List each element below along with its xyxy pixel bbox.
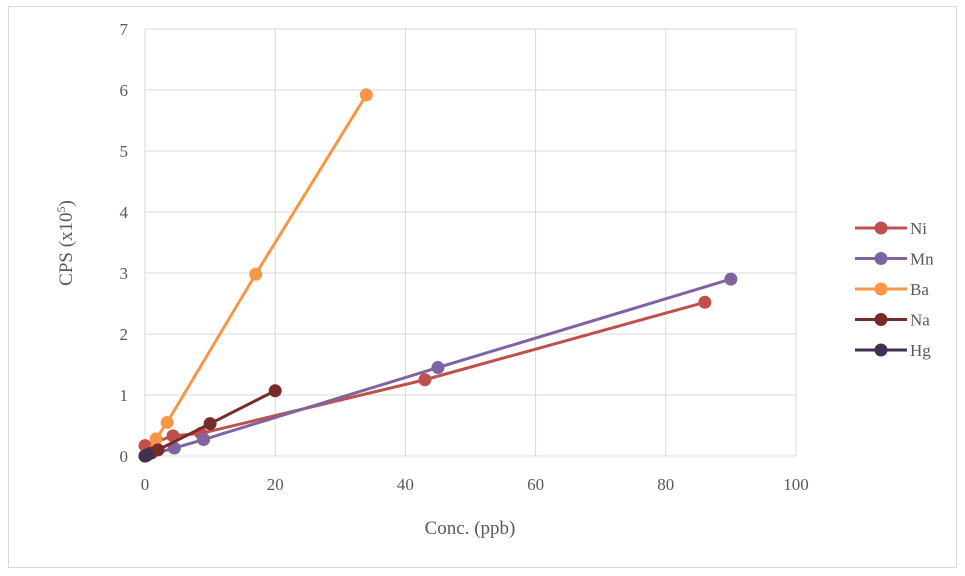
x-tick-label: 0 [141,475,150,494]
data-point-ni [698,295,712,309]
y-tick-label: 4 [120,203,129,222]
data-point-ba [249,267,263,281]
data-point-na [151,443,165,457]
legend-label-ni: Ni [910,219,927,238]
x-tick-label: 60 [527,475,544,494]
legend-label-na: Na [910,311,930,330]
tick-labels: 0 1 2 3 4 5 6 7 0 20 40 60 80 100 [120,20,809,494]
legend-label-ba: Ba [910,280,929,299]
legend-label-hg: Hg [910,341,931,360]
y-tick-label: 3 [120,264,129,283]
data-point-ba [160,415,174,429]
x-tick-label: 100 [783,475,809,494]
legend-marker-ni [874,221,888,235]
y-tick-label: 5 [120,142,129,161]
legend: Ni Mn Ba Na Hg [855,219,934,360]
y-tick-label: 0 [120,447,129,466]
x-tick-label: 20 [267,475,284,494]
y-axis-title-base: CPS (x10 [56,212,77,285]
gridlines [144,28,797,457]
y-tick-label: 6 [120,81,129,100]
data-point-na [203,417,217,431]
y-tick-label: 2 [120,325,129,344]
chart-area [8,6,957,568]
plot-area [138,88,738,463]
x-tick-label: 80 [657,475,674,494]
x-axis-title: Conc. (ppb) [425,518,516,539]
data-point-mn [724,272,738,286]
data-point-na [268,384,282,398]
y-tick-label: 7 [120,20,129,39]
x-tick-label: 40 [397,475,414,494]
y-axis-title-exponent: 5 [54,206,68,212]
legend-marker-mn [874,252,888,265]
legend-marker-hg [874,343,888,357]
legend-marker-ba [874,282,888,296]
y-axis-title: CPS (x105) [54,200,77,286]
y-tick-label: 1 [120,386,129,405]
data-point-ni [418,373,432,387]
legend-marker-na [874,313,888,326]
data-point-mn [431,361,445,375]
data-point-ba [359,88,373,102]
data-point-mn [197,433,211,447]
data-point-ba [149,432,163,446]
y-axis-title-close: ) [56,200,77,206]
legend-label-mn: Mn [910,250,934,269]
data-point-hg [141,448,155,462]
